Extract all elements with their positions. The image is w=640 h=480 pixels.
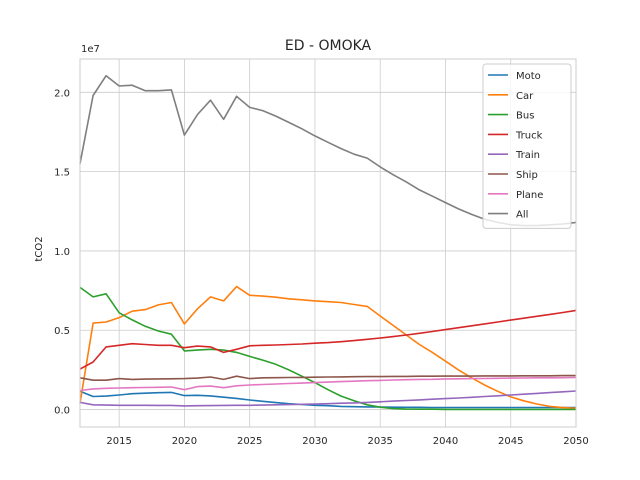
x-tick-label: 2025 xyxy=(237,436,262,447)
series-line-car xyxy=(79,285,577,410)
chart-title: ED - OMOKA xyxy=(285,38,372,54)
legend-frame xyxy=(482,63,572,229)
y-tick-label: 2.0 xyxy=(54,88,70,99)
y-tick-label: 1.5 xyxy=(54,168,70,179)
series-line-bus xyxy=(79,286,576,411)
legend-label-moto: Moto xyxy=(516,71,541,82)
x-tick-label: 2050 xyxy=(563,436,588,447)
y-tick-label: 0.5 xyxy=(54,326,70,337)
series-line-plane xyxy=(79,376,577,392)
y-tick-labels: 0.0 0.5 1.0 1.5 2.0 xyxy=(54,88,70,416)
y-axis-label: tCO2 xyxy=(34,236,45,261)
x-tick-label: 2035 xyxy=(367,436,392,447)
axes-spines xyxy=(79,58,577,428)
x-tick-label: 2020 xyxy=(172,436,197,447)
legend-label-plane: Plane xyxy=(516,190,543,201)
legend-label-all: All xyxy=(516,210,528,221)
x-tick-label: 2015 xyxy=(106,436,131,447)
x-tick-label: 2030 xyxy=(302,436,327,447)
y-tick-label: 0.0 xyxy=(54,406,70,417)
axes-frame xyxy=(79,58,577,428)
series-lines xyxy=(79,74,577,411)
x-tick-label: 2040 xyxy=(433,436,458,447)
legend-label-ship: Ship xyxy=(516,170,538,181)
legend: Moto Car Bus Truck Train Ship Plane All xyxy=(482,63,572,229)
legend-label-truck: Truck xyxy=(515,130,543,141)
x-tick-label: 2045 xyxy=(498,436,523,447)
legend-label-train: Train xyxy=(515,150,540,161)
y-tick-label: 1.0 xyxy=(54,247,70,258)
series-line-truck xyxy=(79,309,577,370)
series-line-moto xyxy=(79,390,576,409)
series-line-train xyxy=(79,390,577,407)
x-tick-labels: 2015 2020 2025 2030 2035 2040 2045 2050 xyxy=(106,436,588,447)
y-offset-text: 1e7 xyxy=(81,44,100,55)
legend-label-bus: Bus xyxy=(516,111,534,122)
series-line-ship xyxy=(79,374,576,382)
legend-label-car: Car xyxy=(516,91,534,102)
